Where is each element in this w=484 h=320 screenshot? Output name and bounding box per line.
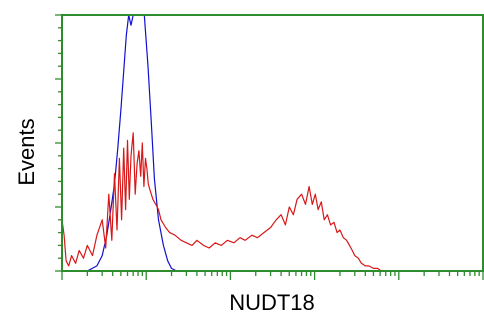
y-axis-label: Events — [14, 118, 39, 185]
histogram-series-1 — [62, 15, 177, 271]
axis-ticks — [55, 14, 484, 280]
histogram-series-2 — [62, 132, 391, 271]
plot-frame — [61, 14, 484, 272]
x-axis-label: NUDT18 — [229, 290, 315, 315]
plot-area — [62, 15, 391, 271]
